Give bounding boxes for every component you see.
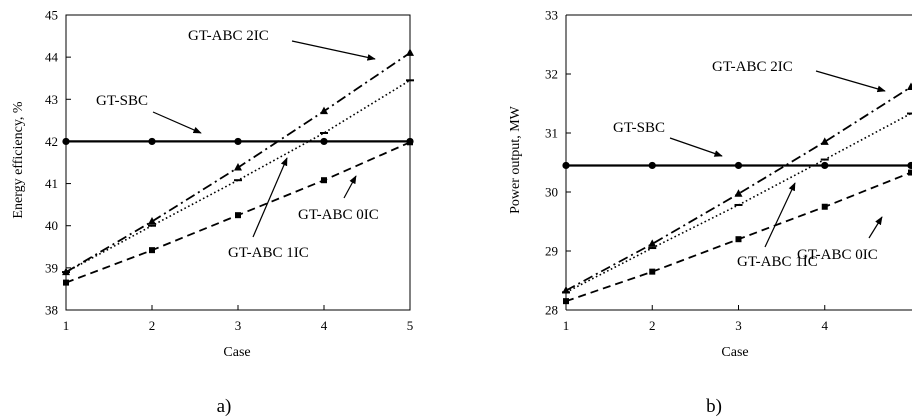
chart-a-annotation-gt-abc-1ic: GT-ABC 1IC xyxy=(228,245,309,261)
chart-a-xtick-label: 2 xyxy=(149,318,156,333)
chart-b-point-gt-abc-2ic xyxy=(648,239,657,247)
chart-b-ticks: 28 29 30 31 32 33 1 2 3 4 xyxy=(545,8,829,334)
chart-a-point-gt-abc-2ic xyxy=(234,163,242,171)
chart-b-ytick-label: 33 xyxy=(545,8,558,23)
chart-b: Power output, MW Case b) 28 29 30 31 32 33 1 2 3… xyxy=(508,8,912,417)
chart-a-ytick-label: 45 xyxy=(45,8,58,23)
chart-b-ytick-label: 32 xyxy=(545,67,558,82)
chart-a-xtick-label: 1 xyxy=(63,318,70,333)
chart-b-xtick-label: 2 xyxy=(649,318,656,333)
chart-a-point-gt-sbc xyxy=(320,137,328,146)
chart-b-ytick-label: 29 xyxy=(545,244,558,259)
chart-a-point-gt-abc-0ic xyxy=(235,212,241,219)
chart-a-ytick-label: 38 xyxy=(45,303,58,318)
chart-b-point-gt-sbc xyxy=(648,161,656,170)
chart-a-ylabel: Energy efficiency, % xyxy=(11,101,26,218)
chart-a-ytick-label: 44 xyxy=(45,50,59,65)
chart-a-point-gt-abc-0ic xyxy=(149,247,155,254)
chart-a-panel-label: a) xyxy=(217,396,232,417)
chart-b-xtick-label: 3 xyxy=(735,318,742,333)
chart-b-ylabel: Power output, MW xyxy=(508,105,523,214)
chart-b-annotation-gt-abc-0ic: GT-ABC 0IC xyxy=(797,247,878,263)
chart-a-point-gt-sbc xyxy=(234,137,242,146)
chart-b-point-gt-abc-0ic xyxy=(649,268,656,275)
chart-b-point-gt-abc-0ic xyxy=(735,236,742,243)
chart-a-ytick-label: 42 xyxy=(45,134,58,149)
chart-a-annotation-gt-sbc: GT-SBC xyxy=(96,93,148,109)
chart-b-point-gt-sbc xyxy=(907,161,912,170)
chart-a-point-gt-abc-0ic xyxy=(321,177,327,184)
chart-b-point-gt-abc-2ic xyxy=(820,137,829,145)
chart-b-point-gt-sbc xyxy=(734,161,743,170)
chart-a-series-gt-abc-1ic xyxy=(65,79,411,273)
chart-b-annotation-arrow-1ic xyxy=(764,182,796,248)
chart-b-point-gt-sbc xyxy=(821,161,829,170)
chart-a-annotation-gt-abc-0ic: GT-ABC 0IC xyxy=(298,207,379,223)
chart-b-annotation-gt-sbc: GT-SBC xyxy=(613,120,665,136)
chart-a-point-gt-abc-2ic xyxy=(320,106,328,115)
chart-b-ytick-label: 30 xyxy=(545,185,558,200)
chart-b-annotation-gt-abc-2ic: GT-ABC 2IC xyxy=(712,59,793,75)
chart-b-annotation-arrow-2ic xyxy=(815,70,886,93)
chart-a-point-gt-abc-2ic xyxy=(148,217,156,225)
chart-a-xtick-label: 5 xyxy=(407,318,414,333)
chart-b-xtick-label: 4 xyxy=(822,318,829,333)
chart-b-ytick-label: 28 xyxy=(545,303,558,318)
chart-a-ytick-label: 43 xyxy=(45,92,58,107)
chart-a-plot-frame xyxy=(65,14,411,311)
chart-b-annotation-arrow-sbc xyxy=(669,137,723,157)
chart-a-annotation-gt-abc-2ic: GT-ABC 2IC xyxy=(188,28,269,44)
chart-b-xlabel: Case xyxy=(721,345,748,360)
chart-a-annotation-arrow-2ic xyxy=(291,40,376,61)
chart-a-xtick-label: 4 xyxy=(321,318,328,333)
chart-b-point-gt-abc-2ic xyxy=(734,189,743,197)
chart-a-annotation-arrow-sbc xyxy=(152,111,202,134)
chart-b-point-gt-abc-2ic xyxy=(907,82,912,90)
chart-a-xtick-label: 3 xyxy=(235,318,242,333)
chart-b-annotation-arrow-0ic xyxy=(868,216,883,239)
chart-a-xlabel: Case xyxy=(223,345,250,360)
chart-b-ytick-label: 31 xyxy=(545,126,558,141)
chart-a-ytick-label: 39 xyxy=(45,260,58,275)
chart-a: Energy efficiency, % Case a) 38394041424… xyxy=(11,8,414,417)
chart-b-series-gt-abc-2ic xyxy=(565,86,912,292)
chart-a-annotation-arrow-0ic xyxy=(343,175,357,199)
chart-b-point-gt-abc-0ic xyxy=(908,169,912,176)
chart-a-point-gt-sbc xyxy=(148,137,156,146)
chart-a-annotation-arrow-1ic xyxy=(252,157,288,238)
chart-b-annotation-gt-abc-1ic: GT-ABC 1IC xyxy=(737,254,818,270)
chart-b-panel-label: b) xyxy=(706,396,722,417)
chart-b-xtick-label: 1 xyxy=(563,318,570,333)
chart-a-series-gt-abc-2ic xyxy=(65,52,411,273)
chart-a-ytick-label: 41 xyxy=(45,176,58,191)
chart-b-point-gt-abc-0ic xyxy=(821,203,828,210)
chart-a-ytick-label: 40 xyxy=(45,218,58,233)
